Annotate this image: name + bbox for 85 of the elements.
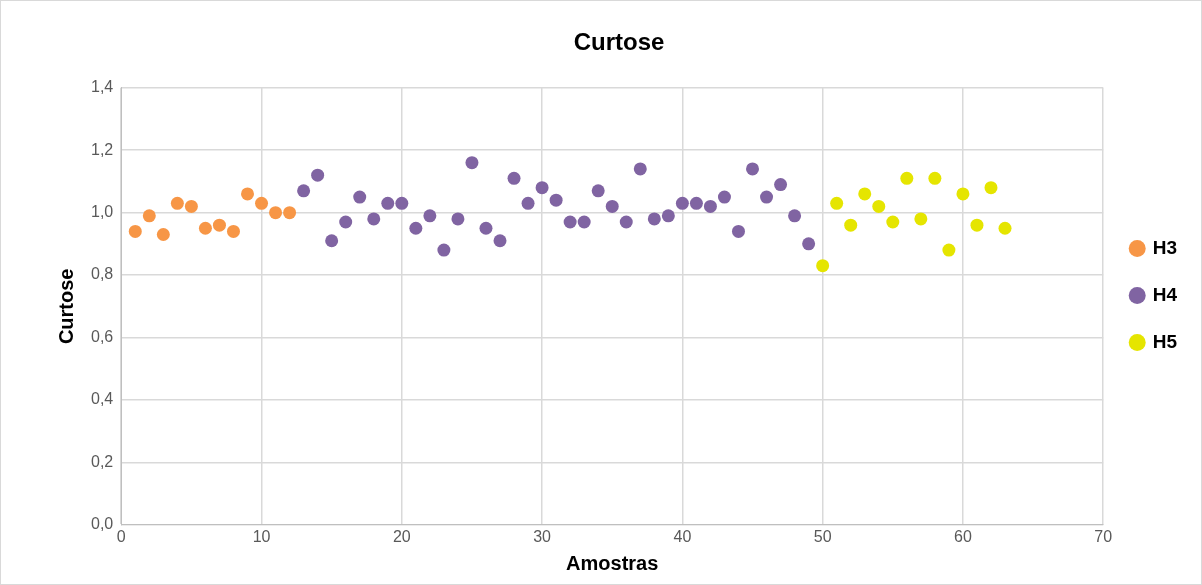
point	[605, 199, 619, 213]
point	[802, 237, 816, 251]
point	[591, 184, 605, 198]
x-tick-label: 10	[252, 527, 271, 545]
point	[535, 181, 549, 195]
point	[619, 215, 633, 229]
point	[297, 184, 311, 198]
chart-title: Curtose	[573, 28, 665, 56]
x-tick-label: 20	[392, 527, 411, 545]
point	[212, 218, 226, 232]
point	[760, 190, 774, 204]
point	[675, 196, 689, 210]
point	[409, 221, 423, 235]
point	[353, 190, 367, 204]
point	[184, 199, 198, 213]
point	[142, 209, 156, 223]
point	[774, 178, 788, 192]
x-axis-title: Amostras	[566, 551, 659, 574]
point	[255, 196, 269, 210]
point	[226, 224, 240, 238]
y-tick-label: 1,4	[90, 78, 114, 96]
x-tick-label: 60	[954, 527, 972, 545]
point	[367, 212, 381, 226]
x-tick-label: 50	[813, 527, 832, 545]
point	[269, 206, 283, 220]
legend-label: H3	[1152, 236, 1178, 258]
point	[647, 212, 661, 226]
point	[521, 196, 535, 210]
point	[830, 196, 844, 210]
point	[451, 212, 465, 226]
point	[577, 215, 591, 229]
point	[731, 224, 745, 238]
point	[970, 218, 984, 232]
point	[549, 193, 563, 207]
point	[689, 196, 703, 210]
point	[156, 228, 170, 242]
point	[311, 168, 325, 182]
point	[816, 259, 830, 273]
point	[928, 171, 942, 185]
x-tick-label: 30	[533, 527, 552, 545]
point	[633, 162, 647, 176]
point	[198, 221, 212, 235]
point	[465, 156, 479, 170]
point	[886, 215, 900, 229]
point	[788, 209, 802, 223]
point	[170, 196, 184, 210]
point	[381, 196, 395, 210]
y-axis-title: Curtose	[54, 268, 77, 345]
point	[283, 206, 297, 220]
x-tick-label: 70	[1094, 527, 1113, 545]
point	[746, 162, 760, 176]
point	[900, 171, 914, 185]
x-tick-label: 0	[116, 527, 126, 545]
point	[128, 224, 142, 238]
point	[703, 199, 717, 213]
point	[493, 234, 507, 248]
legend-label: H5	[1152, 330, 1178, 352]
point	[395, 196, 409, 210]
y-tick-label: 0,4	[90, 390, 114, 408]
point	[914, 212, 928, 226]
point	[858, 187, 872, 201]
legend-label: H4	[1152, 283, 1178, 305]
point	[956, 187, 970, 201]
y-tick-label: 1,2	[90, 140, 114, 158]
x-tick-label: 40	[673, 527, 692, 545]
point	[717, 190, 731, 204]
y-tick-label: 1,0	[90, 203, 114, 221]
y-tick-label: 0,2	[90, 452, 114, 470]
point	[507, 171, 521, 185]
point	[339, 215, 353, 229]
point	[998, 221, 1012, 235]
point	[479, 221, 493, 235]
point	[437, 243, 451, 257]
y-tick-label: 0,0	[90, 515, 114, 533]
point	[241, 187, 254, 201]
y-tick-label: 0,6	[90, 327, 114, 345]
point	[844, 218, 858, 232]
y-tick-label: 0,8	[90, 265, 114, 283]
point	[661, 209, 675, 223]
point	[942, 243, 956, 257]
point	[325, 234, 339, 248]
point	[872, 199, 886, 213]
point	[984, 181, 998, 195]
point	[423, 209, 437, 223]
point	[563, 215, 577, 229]
